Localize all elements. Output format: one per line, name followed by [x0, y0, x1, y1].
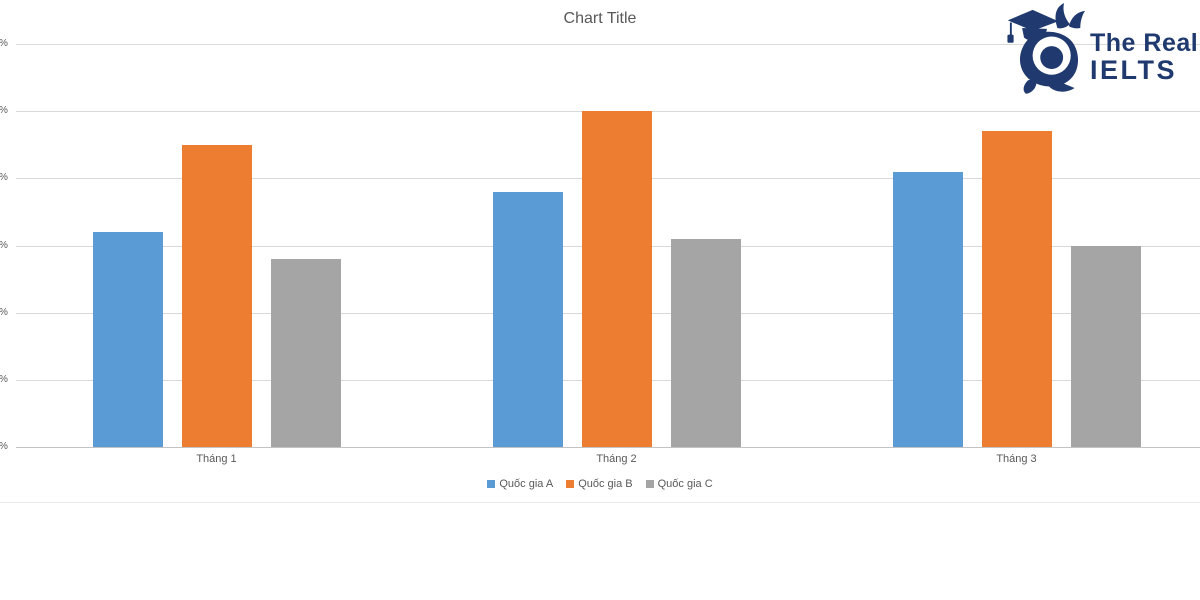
legend-swatch-icon: [566, 480, 575, 488]
logo-text: The Real IELTS: [1090, 30, 1198, 85]
y-axis-tick-label: %: [0, 441, 13, 452]
bar-series1-cat2: [492, 191, 563, 447]
y-axis-tick-label: %: [0, 105, 13, 116]
y-axis-tick-label: %: [0, 307, 13, 318]
x-axis-line: [16, 447, 1200, 448]
x-axis-category-label: Tháng 1: [196, 453, 237, 465]
legend-swatch-icon: [645, 480, 654, 488]
y-axis-tick-label: %: [0, 38, 13, 49]
x-axis-category-label: Tháng 2: [596, 453, 637, 465]
bar-series2-cat3: [981, 131, 1052, 447]
bar-series3-cat2: [670, 238, 741, 447]
logo: The Real IELTS: [1004, 2, 1198, 94]
bar-series3-cat1: [270, 258, 341, 447]
legend-item-label: Quốc gia A: [499, 478, 554, 490]
bar-series2-cat1: [181, 144, 252, 447]
logo-line2: IELTS: [1090, 55, 1178, 86]
legend-item-1: Quốc gia A: [487, 478, 553, 490]
bar-series1-cat3: [892, 171, 963, 447]
logo-line1: The Real: [1090, 29, 1199, 57]
bar-series2-cat2: [581, 111, 652, 447]
x-axis-category-label: Tháng 3: [996, 453, 1037, 465]
bar-series3-cat3: [1070, 245, 1141, 447]
legend: Quốc gia A Quốc gia B Quốc gia C: [0, 478, 1200, 490]
y-axis-tick-label: %: [0, 374, 13, 385]
separator-line: [0, 502, 1200, 503]
y-axis-tick-label: %: [0, 240, 13, 251]
legend-item-label: Quốc gia B: [578, 478, 633, 490]
chart-title: Chart Title: [563, 10, 637, 27]
legend-item-label: Quốc gia C: [657, 478, 713, 490]
bar-series1-cat1: [92, 232, 163, 447]
y-axis-tick-label: %: [0, 172, 13, 183]
snail-graduate-mascot-icon: [1007, 3, 1086, 94]
legend-swatch-icon: [487, 480, 496, 488]
legend-item-3: Quốc gia C: [645, 478, 713, 490]
gridline: [16, 44, 1200, 45]
legend-item-2: Quốc gia B: [566, 478, 633, 490]
